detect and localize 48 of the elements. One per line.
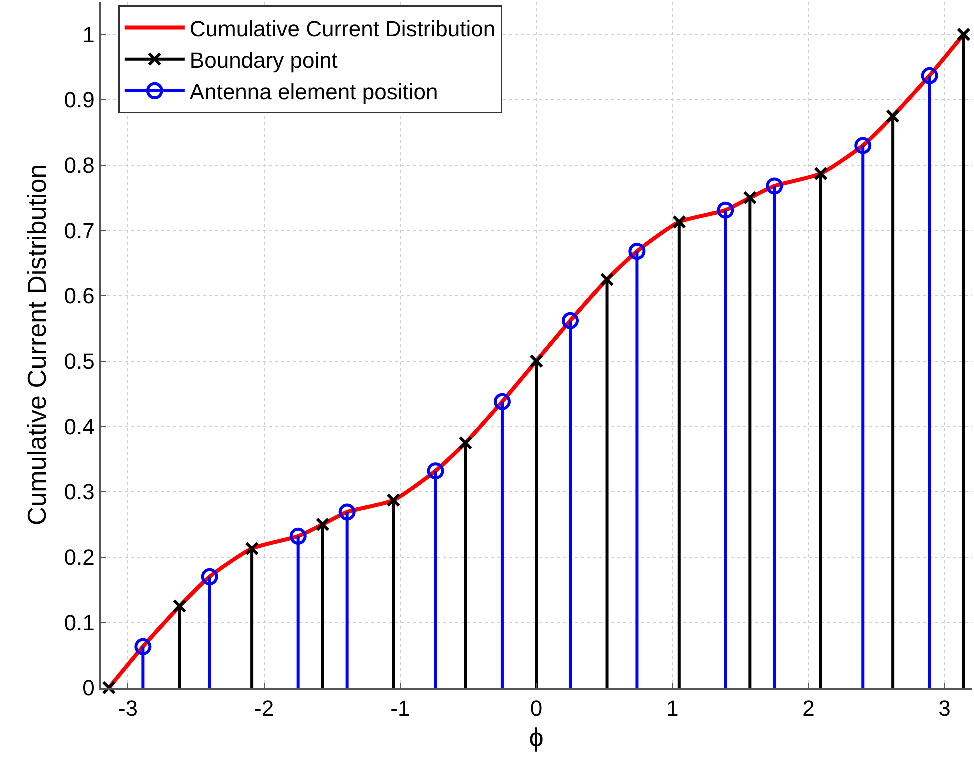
- y-tick-label: 0.9: [64, 88, 95, 113]
- point: [134, 638, 152, 656]
- point: [386, 493, 401, 508]
- y-tick-label: 0: [82, 676, 95, 701]
- x-tick-label: 1: [666, 696, 679, 722]
- point: [766, 178, 784, 195]
- point: [717, 202, 734, 219]
- point: [628, 243, 646, 260]
- point: [172, 599, 187, 614]
- y-tick-label: 0.4: [64, 414, 95, 440]
- point: [458, 436, 473, 450]
- y-axis-title: Cumulative Current Distribution: [22, 164, 52, 526]
- point: [814, 166, 828, 181]
- point: [290, 528, 307, 545]
- x-tick-label: 0: [530, 696, 543, 722]
- point: [672, 215, 686, 230]
- y-tick-label: 0.1: [64, 610, 95, 636]
- y-tick-label: 1: [82, 22, 95, 48]
- y-tick-label: 0.5: [64, 349, 95, 374]
- point: [338, 504, 356, 521]
- point: [600, 272, 614, 287]
- y-tick-label: 0.3: [64, 480, 95, 505]
- y-tick-label: 0.7: [64, 218, 95, 244]
- y-tick-label: 0.6: [64, 284, 95, 309]
- point: [854, 137, 872, 154]
- point: [530, 354, 544, 368]
- x-tick-label: -2: [254, 696, 274, 722]
- point: [427, 462, 444, 480]
- point: [102, 681, 116, 695]
- point: [956, 28, 971, 42]
- point: [245, 542, 260, 556]
- x-tick-label: 2: [802, 696, 815, 722]
- point: [316, 518, 330, 532]
- x-axis-title: ϕ: [529, 722, 544, 752]
- y-tick-label: 0.8: [64, 153, 95, 178]
- x-tick-label: -3: [118, 696, 138, 722]
- legend-label: Cumulative Current Distribution: [190, 16, 496, 42]
- point: [886, 109, 900, 124]
- point: [562, 312, 580, 330]
- y-tick-label: 0.2: [64, 545, 95, 570]
- legend-label: Antenna element position: [190, 80, 438, 105]
- point: [201, 568, 218, 586]
- legend-label: Boundary point: [190, 48, 338, 73]
- point: [494, 393, 511, 410]
- x-tick-label: 3: [938, 696, 951, 722]
- x-tick-label: -1: [390, 696, 410, 722]
- point: [921, 67, 938, 84]
- point: [743, 191, 758, 205]
